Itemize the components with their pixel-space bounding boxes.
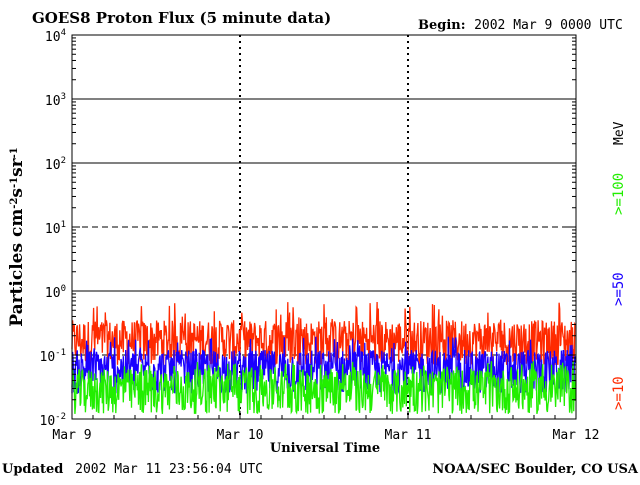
y-tick-label: 100 xyxy=(45,284,66,301)
y-axis-label-sr: sr xyxy=(7,157,27,177)
chart-title: GOES8 Proton Flux (5 minute data) xyxy=(32,9,331,27)
legend-entry-3: >=100 xyxy=(611,173,627,215)
x-axis-ticks: Mar 9 Mar 10 Mar 11 Mar 12 xyxy=(52,411,599,443)
y-tick-label: 10-1 xyxy=(40,348,67,365)
y-tick-exponent: -2 xyxy=(55,412,66,422)
y-tick-label: 103 xyxy=(45,92,66,109)
footer-updated-value: 2002 Mar 11 23:56:04 UTC xyxy=(75,462,263,477)
series-line-3 xyxy=(71,361,577,415)
y-tick-base: 10 xyxy=(45,158,61,173)
x-tick-label: Mar 12 xyxy=(553,428,600,443)
footer-credit: NOAA/SEC Boulder, CO USA xyxy=(432,462,639,477)
footer-updated: Updated 2002 Mar 11 23:56:04 UTC xyxy=(2,462,263,477)
y-axis-label-main: Particles cm xyxy=(7,209,27,327)
y-tick-exponent: 1 xyxy=(61,220,66,230)
footer-updated-label: Updated xyxy=(2,462,63,477)
y-axis-label: Particles cm-2s-1sr-1 xyxy=(7,147,27,327)
y-tick-base: 10 xyxy=(40,350,56,365)
y-tick-base: 10 xyxy=(45,94,61,109)
legend-entry-2: >=50 xyxy=(611,272,627,306)
y-tick-base: 10 xyxy=(45,222,61,237)
legend-entry-1: >=10 xyxy=(611,376,627,410)
y-tick-exponent: 2 xyxy=(61,156,66,166)
begin-label: Begin: 2002 Mar 9 0000 UTC xyxy=(418,18,623,33)
y-tick-label: 104 xyxy=(45,28,66,45)
legend-unit: MeV xyxy=(612,121,627,145)
x-tick-label: Mar 10 xyxy=(217,428,264,443)
y-tick-label: 102 xyxy=(45,156,66,173)
series-line-1 xyxy=(71,301,576,366)
plot-series xyxy=(71,301,577,415)
x-tick-label: Mar 9 xyxy=(52,428,91,443)
y-axis-label-sup1: -2 xyxy=(9,198,20,209)
y-tick-exponent: -1 xyxy=(55,348,66,358)
y-axis-label-sup2: -1 xyxy=(9,177,20,188)
y-tick-exponent: 0 xyxy=(61,284,66,294)
y-tick-base: 10 xyxy=(40,414,56,429)
y-tick-base: 10 xyxy=(45,30,61,45)
x-tick-label: Mar 11 xyxy=(385,428,432,443)
begin-label-key: Begin: xyxy=(418,18,466,33)
begin-label-value: 2002 Mar 9 0000 UTC xyxy=(474,18,623,33)
y-tick-exponent: 3 xyxy=(61,92,66,102)
legend: >=10 >=50 >=100 MeV xyxy=(611,121,627,410)
x-axis-label: Universal Time xyxy=(270,441,380,456)
y-tick-label: 101 xyxy=(45,220,66,237)
y-tick-exponent: 4 xyxy=(61,28,66,38)
y-tick-label: 10-2 xyxy=(40,412,67,429)
y-axis-label-sup3: -1 xyxy=(9,147,20,158)
y-tick-base: 10 xyxy=(45,286,61,301)
y-axis-label-s: s xyxy=(7,188,27,198)
